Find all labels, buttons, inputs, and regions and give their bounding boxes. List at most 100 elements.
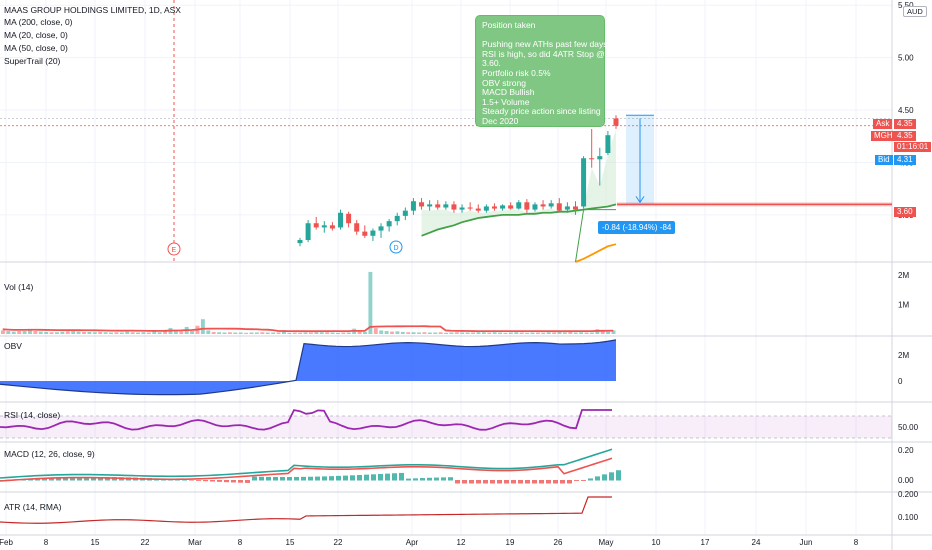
annotation-note[interactable]: Position taken Pushing new ATHs past few…: [475, 15, 608, 127]
volume-bar: [546, 332, 551, 334]
obv-area: [0, 339, 616, 395]
volume-bar: [44, 331, 49, 334]
time-tick-label: 8: [854, 538, 859, 547]
volume-bar: [49, 332, 54, 334]
currency-badge[interactable]: AUD: [903, 6, 927, 17]
volume-bar: [357, 331, 362, 334]
time-tick-label: Feb: [0, 538, 13, 547]
macd-histogram-bar: [259, 476, 264, 481]
note-line: RSI is high, so did 4ATR Stop @: [482, 48, 605, 59]
candle-body: [467, 207, 473, 209]
macd-histogram-bar: [266, 476, 271, 481]
time-axis[interactable]: Feb 8 15 22 Mar 8 15 22 Apr 12 19 26 May 10 17 24 Jun 8: [0, 538, 859, 547]
macd-pane-title[interactable]: MACD (12, 26, close, 9): [4, 449, 95, 459]
candle-body: [394, 215, 400, 222]
macd-histogram-bar: [581, 480, 586, 481]
rsi-pane-title[interactable]: RSI (14, close): [4, 410, 61, 420]
macd-histogram-bar: [413, 478, 418, 481]
atr-pane-title[interactable]: ATR (14, RMA): [4, 502, 62, 512]
volume-bar: [438, 332, 443, 334]
macd-histogram-bar: [546, 480, 551, 484]
volume-bar: [400, 331, 405, 334]
legend-ma50[interactable]: MA (50, close, 0): [4, 43, 68, 53]
candle-body: [556, 203, 562, 211]
time-tick-label: 12: [457, 538, 466, 547]
macd-tick-label: 0.20: [898, 446, 914, 455]
macd-histogram-bar: [273, 476, 278, 481]
candle-body: [500, 205, 506, 209]
volume-bar: [65, 331, 70, 334]
volume-bar: [244, 332, 249, 334]
volume-bar: [336, 332, 340, 334]
last-price-tag: 4.35: [894, 131, 916, 141]
macd-histogram-bar: [231, 480, 236, 483]
macd-histogram-bar: [406, 478, 411, 481]
macd-histogram-bar: [63, 477, 68, 481]
candle-body: [402, 210, 408, 216]
candle-body: [354, 223, 360, 232]
macd-histogram-bar: [602, 474, 607, 481]
macd-histogram-bar: [588, 478, 593, 481]
macd-histogram-bar: [294, 476, 299, 481]
time-tick-label: 24: [752, 538, 761, 547]
candle-body: [338, 212, 344, 228]
legend-ma20[interactable]: MA (20, close, 0): [4, 30, 68, 40]
macd-histogram-bar: [245, 480, 250, 483]
volume-bar: [503, 332, 508, 334]
macd-histogram-bar: [77, 477, 82, 481]
volume-pane-title[interactable]: Vol (14): [4, 282, 34, 292]
ma-fill-area: [421, 128, 616, 236]
macd-histogram-bar: [224, 480, 229, 483]
volume-bar: [71, 331, 76, 334]
volume-bar: [200, 319, 205, 334]
legend-supertrail[interactable]: SuperTrail (20): [4, 56, 61, 66]
volume-bar: [1, 330, 5, 334]
candle-body: [597, 156, 603, 160]
volume-bar: [552, 332, 557, 334]
volume-bar: [211, 331, 216, 334]
note-line: MACD Bullish: [482, 87, 535, 98]
macd-line: [0, 448, 613, 479]
supertrail-line: [574, 209, 616, 263]
volume-bar: [55, 332, 59, 334]
ma50-line: [575, 243, 617, 263]
obv-pane-title[interactable]: OBV: [4, 341, 22, 351]
candle-body: [329, 225, 335, 229]
volume-bar: [136, 332, 140, 334]
obv-line: [0, 339, 617, 396]
volume-bar: [281, 331, 286, 334]
volume-bar: [22, 331, 27, 334]
macd-histogram-bar: [532, 480, 537, 484]
volume-bar: [227, 332, 232, 334]
volume-bar: [298, 332, 303, 334]
atr-tick-label: 0.200: [898, 490, 919, 499]
volume-bar: [346, 332, 351, 334]
macd-histogram-bar: [511, 480, 516, 484]
volume-tick-label: 1M: [898, 300, 909, 309]
volume-bar: [330, 332, 335, 334]
macd-histogram-bar: [329, 476, 334, 481]
candle-body: [548, 203, 554, 207]
volume-bar: [76, 331, 81, 334]
volume-bar: [514, 332, 519, 334]
measure-label[interactable]: -0.84 (-18.94%) -84: [598, 221, 676, 234]
volume-bar: [190, 331, 195, 334]
rsi-band: [0, 416, 892, 438]
time-tick-label: 15: [91, 538, 100, 547]
volume-bar: [406, 332, 411, 334]
volume-bar: [363, 331, 367, 334]
volume-bar: [611, 330, 616, 334]
macd-histogram-bar: [553, 480, 558, 484]
macd-histogram-bar: [497, 480, 502, 484]
bar-countdown: 01:16:01: [894, 142, 932, 152]
legend-ma200[interactable]: MA (200, close, 0): [4, 17, 73, 27]
volume-bar: [157, 332, 162, 334]
volume-bar: [11, 331, 16, 334]
candle-body: [532, 204, 538, 210]
volume-bar: [163, 331, 168, 334]
macd-histogram-bar: [595, 476, 600, 481]
volume-bar: [411, 332, 416, 334]
